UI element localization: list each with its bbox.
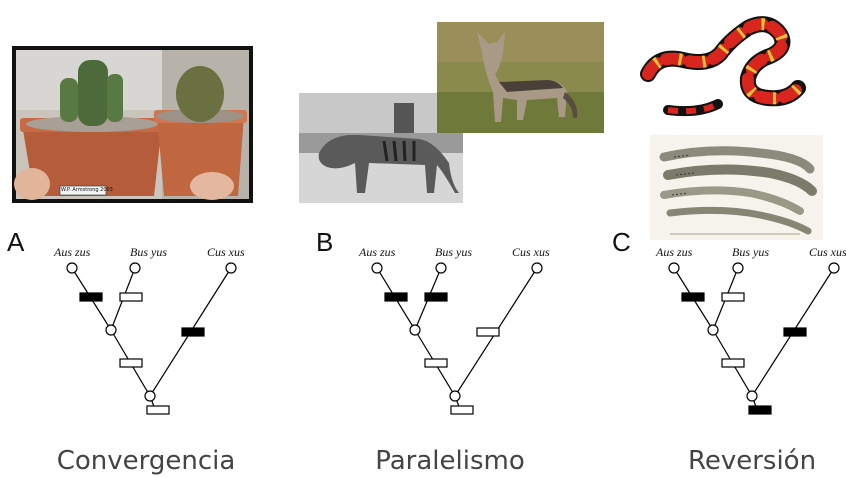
derived-state-mark	[783, 327, 807, 337]
lamprey-illustration	[650, 135, 823, 240]
internal-node	[707, 324, 719, 336]
derived-state-mark	[181, 327, 205, 337]
ancestral-state-mark	[119, 292, 143, 302]
species-label: Aus zus	[358, 245, 396, 259]
species-label: Aus zus	[655, 245, 693, 259]
panel-letter-c: C	[612, 227, 631, 257]
tip-node	[828, 262, 840, 274]
species-label: Aus zus	[53, 245, 91, 259]
species-label: Cus xus	[512, 245, 550, 259]
ancestral-state-mark	[721, 292, 745, 302]
tip-node	[668, 262, 680, 274]
internal-node	[409, 324, 421, 336]
photo-credit: W.P. Armstrong 2003	[61, 187, 113, 193]
tip-node	[129, 262, 141, 274]
species-label: Cus xus	[809, 245, 846, 259]
derived-state-mark	[681, 292, 705, 302]
tip-node	[66, 262, 78, 274]
ancestral-state-mark	[450, 405, 474, 415]
panel-letter-b: B	[316, 227, 334, 257]
cactus-pots-photo	[12, 46, 253, 203]
species-label: Cus xus	[207, 245, 245, 259]
tip-node	[435, 262, 447, 274]
root-node	[449, 390, 461, 402]
root-node	[746, 390, 758, 402]
ancestral-state-mark	[476, 327, 500, 337]
derived-state-mark	[79, 292, 103, 302]
tree-c	[673, 267, 835, 413]
coral-snake-illustration	[638, 14, 808, 120]
tree-b	[376, 267, 538, 413]
species-label: Bus yus	[130, 245, 167, 259]
ancestral-state-mark	[119, 358, 143, 368]
ancestral-state-mark	[424, 358, 448, 368]
caption-reversion: Reversión	[687, 446, 817, 476]
panel-letter-a: A	[7, 227, 25, 257]
ancestral-state-mark	[146, 405, 170, 415]
species-label: Bus yus	[435, 245, 472, 259]
tip-node	[371, 262, 383, 274]
thylacine-photo	[299, 93, 463, 203]
tip-node	[732, 262, 744, 274]
jackal-photo	[437, 22, 604, 133]
internal-node	[105, 324, 117, 336]
tip-node	[531, 262, 543, 274]
derived-state-mark	[424, 292, 448, 302]
root-node	[144, 390, 156, 402]
derived-state-mark	[384, 292, 408, 302]
tip-node	[225, 262, 237, 274]
species-label: Bus yus	[732, 245, 769, 259]
caption-convergencia: Convergencia	[56, 446, 236, 476]
ancestral-state-mark	[721, 358, 745, 368]
tree-a	[71, 267, 232, 413]
caption-paralelismo: Paralelismo	[375, 446, 525, 476]
derived-state-mark	[748, 405, 772, 415]
